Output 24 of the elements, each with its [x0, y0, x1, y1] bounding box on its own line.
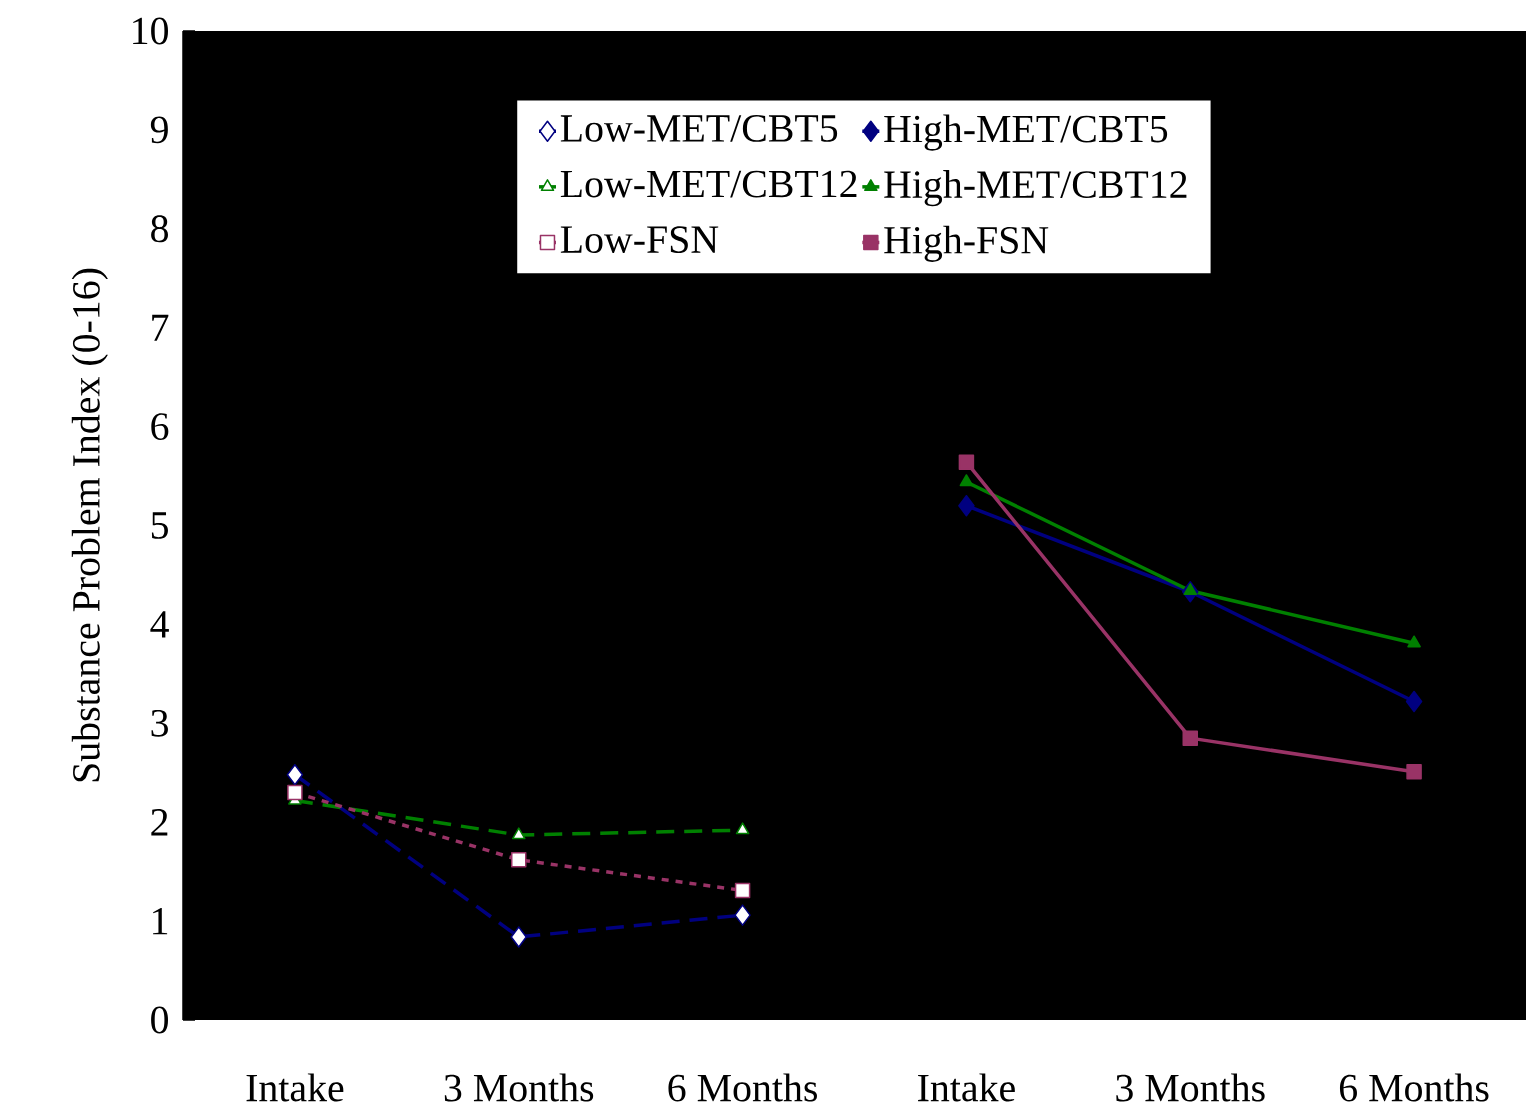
y-tick-label: 6 — [151, 413, 169, 440]
legend-label: High-MET/CBT5 — [884, 114, 1168, 151]
y-tick-label: 8 — [151, 215, 168, 243]
legend-label: High-FSN — [884, 225, 1049, 262]
legend-label: Low-MET/CBT5 — [560, 115, 838, 142]
y-tick-label: 3 — [151, 709, 168, 737]
y-tick-label: 5 — [151, 512, 168, 539]
y-tick-label: 10 — [133, 17, 168, 45]
x-tick-label: 3 Months — [1116, 1073, 1265, 1102]
x-tick-label: 6 Months — [1339, 1073, 1489, 1102]
y-tick-label: 4 — [150, 611, 169, 638]
legend-label: High-MET/CBT12 — [884, 170, 1187, 207]
y-tick-label: 2 — [151, 809, 168, 836]
x-tick-label: 3 Months — [444, 1073, 594, 1102]
y-axis-title: Substance Problem Index (0-16) — [71, 268, 108, 782]
x-tick-label: 6 Months — [668, 1073, 817, 1102]
y-tick-label: 9 — [150, 116, 168, 144]
legend-label: Low-MET/CBT12 — [560, 170, 857, 198]
x-tick-label: Intake — [918, 1073, 1015, 1102]
x-tick-label: Intake — [246, 1073, 344, 1102]
y-tick-label: 7 — [152, 314, 169, 341]
y-tick-label: 0 — [151, 1006, 168, 1034]
y-tick-label: 1 — [153, 907, 168, 935]
legend-label: Low-FSN — [560, 226, 719, 254]
